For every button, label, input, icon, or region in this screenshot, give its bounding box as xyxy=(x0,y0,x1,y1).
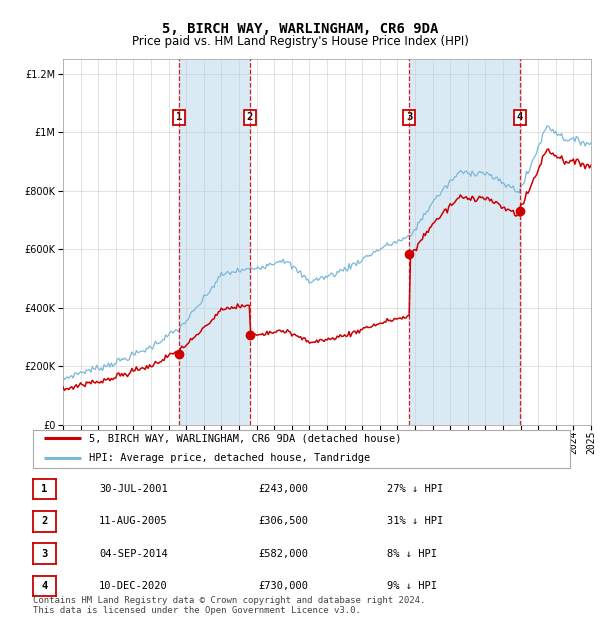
Text: 3: 3 xyxy=(406,112,412,122)
Text: HPI: Average price, detached house, Tandridge: HPI: Average price, detached house, Tand… xyxy=(89,453,371,463)
Text: £243,000: £243,000 xyxy=(258,484,308,494)
Bar xyxy=(409,59,520,425)
Text: 8% ↓ HPI: 8% ↓ HPI xyxy=(387,549,437,559)
Text: 4: 4 xyxy=(41,581,47,591)
Text: £730,000: £730,000 xyxy=(258,581,308,591)
Text: £306,500: £306,500 xyxy=(258,516,308,526)
Text: 9% ↓ HPI: 9% ↓ HPI xyxy=(387,581,437,591)
Text: 3: 3 xyxy=(41,549,47,559)
Text: 30-JUL-2001: 30-JUL-2001 xyxy=(99,484,168,494)
Text: 2: 2 xyxy=(247,112,253,122)
Text: 1: 1 xyxy=(41,484,47,494)
Text: Contains HM Land Registry data © Crown copyright and database right 2024.
This d: Contains HM Land Registry data © Crown c… xyxy=(33,596,425,615)
Text: 27% ↓ HPI: 27% ↓ HPI xyxy=(387,484,443,494)
Text: 1: 1 xyxy=(176,112,182,122)
Text: 04-SEP-2014: 04-SEP-2014 xyxy=(99,549,168,559)
Text: 4: 4 xyxy=(517,112,523,122)
Text: 5, BIRCH WAY, WARLINGHAM, CR6 9DA: 5, BIRCH WAY, WARLINGHAM, CR6 9DA xyxy=(162,22,438,36)
Text: 5, BIRCH WAY, WARLINGHAM, CR6 9DA (detached house): 5, BIRCH WAY, WARLINGHAM, CR6 9DA (detac… xyxy=(89,433,402,443)
Text: 11-AUG-2005: 11-AUG-2005 xyxy=(99,516,168,526)
Bar xyxy=(179,59,250,425)
Text: 10-DEC-2020: 10-DEC-2020 xyxy=(99,581,168,591)
Text: 2: 2 xyxy=(41,516,47,526)
Text: Price paid vs. HM Land Registry's House Price Index (HPI): Price paid vs. HM Land Registry's House … xyxy=(131,35,469,48)
Text: 31% ↓ HPI: 31% ↓ HPI xyxy=(387,516,443,526)
Text: £582,000: £582,000 xyxy=(258,549,308,559)
